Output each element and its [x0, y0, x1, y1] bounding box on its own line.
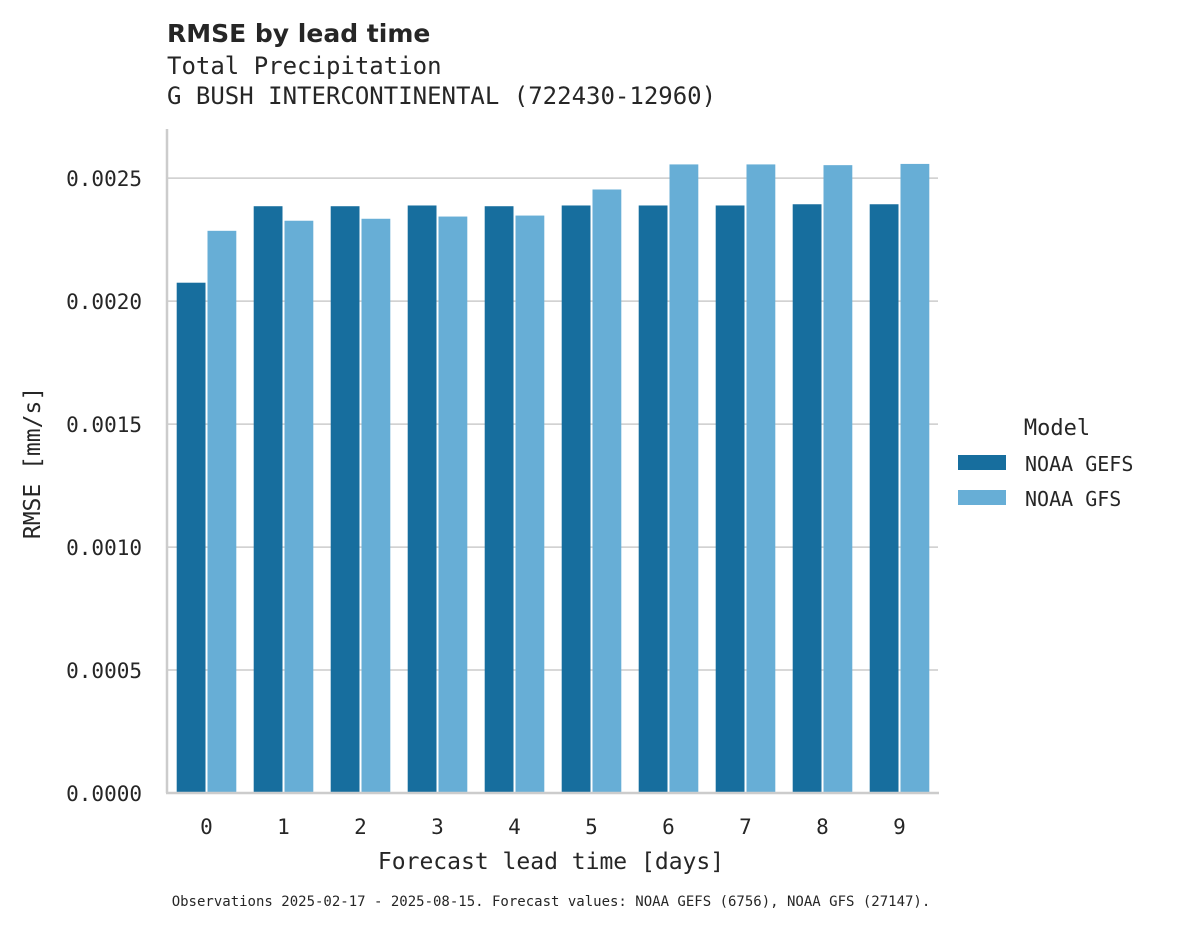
y-tick-label: 0.0000 [66, 782, 142, 806]
legend-label-noaa-gefs: NOAA GEFS [1025, 452, 1133, 476]
x-tick-label: 3 [431, 815, 444, 839]
bar-noaa-gefs-day-2 [330, 206, 360, 794]
bar-noaa-gfs-day-8 [823, 165, 853, 793]
legend-swatch-noaa-gfs [958, 490, 1006, 505]
bar-noaa-gefs-day-9 [869, 204, 899, 794]
bar-noaa-gfs-day-1 [284, 220, 314, 794]
legend-swatch-noaa-gefs [958, 455, 1006, 470]
chart-subtitle-line-1: Total Precipitation [167, 52, 442, 80]
x-tick-label: 9 [893, 815, 906, 839]
x-tick-label: 1 [277, 815, 290, 839]
bar-noaa-gefs-day-4 [484, 206, 514, 794]
bars [176, 163, 930, 794]
bar-noaa-gefs-day-0 [176, 282, 206, 793]
bar-noaa-gefs-day-3 [407, 205, 437, 793]
y-tick-label: 0.0020 [66, 290, 142, 314]
bar-noaa-gefs-day-6 [638, 205, 668, 793]
footnote: Observations 2025-02-17 - 2025-08-15. Fo… [172, 894, 931, 910]
x-tick-label: 4 [508, 815, 521, 839]
x-tick-label: 0 [200, 815, 213, 839]
x-tick-label: 2 [354, 815, 367, 839]
bar-noaa-gefs-day-5 [561, 205, 591, 793]
x-tick-label: 7 [739, 815, 752, 839]
bar-noaa-gfs-day-6 [669, 164, 699, 793]
bar-noaa-gfs-day-3 [438, 216, 468, 794]
legend-label-noaa-gfs: NOAA GFS [1025, 487, 1121, 511]
y-tick-label: 0.0005 [66, 659, 142, 683]
axes [165, 129, 939, 795]
x-tick-labels: 0 1 2 3 4 5 6 7 8 9 [200, 815, 906, 839]
legend: Model NOAA GEFS NOAA GFS [958, 416, 1133, 511]
bar-noaa-gfs-day-0 [207, 230, 237, 793]
bar-noaa-gefs-day-8 [792, 204, 822, 794]
bar-noaa-gfs-day-4 [515, 215, 545, 794]
bar-noaa-gefs-day-7 [715, 205, 745, 793]
legend-title: Model [1024, 416, 1090, 441]
x-tick-label: 6 [662, 815, 675, 839]
bar-noaa-gfs-day-5 [592, 189, 622, 793]
y-tick-labels: 0.0000 0.0005 0.0010 0.0015 0.0020 0.0025 [66, 167, 142, 806]
grid-lines [168, 177, 938, 671]
y-tick-label: 0.0010 [66, 536, 142, 560]
y-axis-label: RMSE [mm/s] [20, 387, 46, 539]
chart-subtitle-line-2: G BUSH INTERCONTINENTAL (722430-12960) [167, 82, 716, 110]
chart-title: RMSE by lead time [167, 19, 430, 48]
bar-noaa-gefs-day-1 [253, 206, 283, 794]
y-tick-label: 0.0025 [66, 167, 142, 191]
x-axis-label: Forecast lead time [days] [378, 849, 724, 875]
x-tick-label: 8 [816, 815, 829, 839]
x-tick-label: 5 [585, 815, 598, 839]
bar-noaa-gfs-day-2 [361, 218, 391, 794]
bar-noaa-gfs-day-9 [900, 163, 930, 793]
y-tick-label: 0.0015 [66, 413, 142, 437]
bar-noaa-gfs-day-7 [746, 164, 776, 793]
